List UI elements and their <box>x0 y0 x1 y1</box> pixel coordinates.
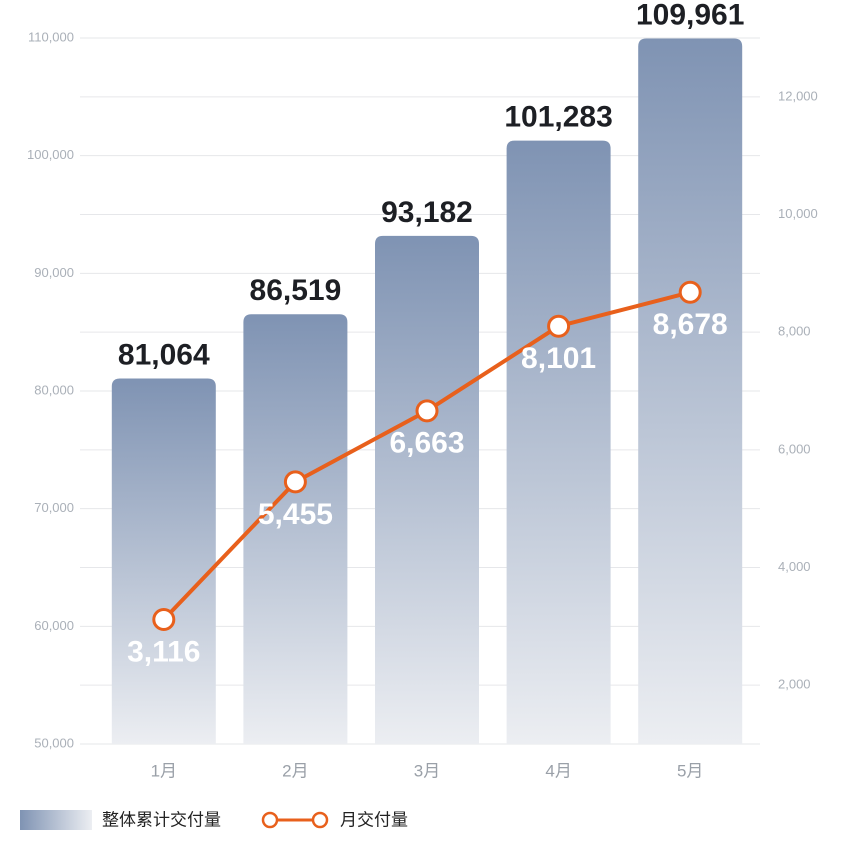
y2-tick-label: 10,000 <box>778 206 818 221</box>
line-value-label: 3,116 <box>127 635 200 668</box>
bar <box>243 314 348 744</box>
line-value-label: 8,101 <box>521 342 596 375</box>
y2-tick-label: 8,000 <box>778 324 811 339</box>
bar <box>375 235 479 745</box>
bar-value-label: 109,961 <box>636 0 744 31</box>
y-tick-label: 70,000 <box>34 500 74 515</box>
y2-tick-label: 12,000 <box>778 88 818 103</box>
bar-value-label: 81,064 <box>118 338 210 371</box>
legend-label: 月交付量 <box>340 810 408 829</box>
legend-marker <box>311 811 329 829</box>
line-marker <box>152 608 176 632</box>
x-tick-label: 5月 <box>677 761 703 780</box>
line-marker <box>547 314 571 338</box>
y2-tick-label: 6,000 <box>778 441 811 456</box>
y-tick-label: 110,000 <box>28 29 74 44</box>
line-marker <box>678 280 702 304</box>
x-tick-label: 2月 <box>282 761 308 780</box>
y-tick-label: 60,000 <box>34 618 74 633</box>
y2-tick-label: 4,000 <box>778 559 811 574</box>
y-tick-label: 90,000 <box>34 265 74 280</box>
bar-value-label: 86,519 <box>250 274 342 307</box>
legend-label: 整体累计交付量 <box>102 810 221 829</box>
y-tick-label: 80,000 <box>34 382 74 397</box>
line-marker <box>283 470 307 494</box>
bar-value-label: 101,283 <box>504 100 612 133</box>
x-tick-label: 3月 <box>414 761 440 780</box>
line-value-label: 8,678 <box>653 308 728 341</box>
bar-value-label: 93,182 <box>381 196 473 229</box>
bar <box>638 38 743 744</box>
legend-swatch-bar <box>20 810 92 830</box>
bar <box>111 378 216 744</box>
y-tick-label: 100,000 <box>27 147 74 162</box>
y-tick-label: 50,000 <box>34 735 74 750</box>
line-value-label: 5,455 <box>258 498 333 531</box>
bar <box>506 140 611 744</box>
line-value-label: 6,663 <box>389 427 464 460</box>
y2-tick-label: 2,000 <box>778 677 811 692</box>
x-tick-label: 1月 <box>151 761 177 780</box>
line-marker <box>415 399 439 423</box>
legend-marker <box>261 811 279 829</box>
x-tick-label: 4月 <box>545 761 571 780</box>
